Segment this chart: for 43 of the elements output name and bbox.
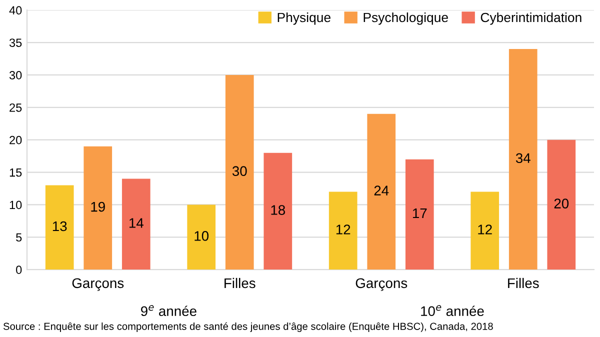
text: 9$^{e}$ année [141,305,196,316]
data-label: 12 [336,224,350,234]
bar [367,114,396,270]
bar [187,204,216,270]
bar [45,185,74,270]
legend-label: Psychologique [364,12,448,25]
bar [328,192,358,270]
y-tick-label: 0 [16,266,22,274]
data-label: 19 [91,202,105,212]
data-label: 20 [554,198,569,208]
bar [405,159,434,270]
source-note: Source : Enquête sur les comportements de santé des jeunes d’âge scolaire (Enquête HBSC), Canada, 2018 [3,322,493,332]
legend-label: Cyberintimidation [480,12,582,25]
data-label: 34 [516,153,530,164]
data-label: 24 [374,186,389,196]
bar [84,146,112,270]
x-tick-label: Garçons [356,278,408,291]
x-tick-label: Garçons [72,278,124,291]
data-label: 30 [232,166,247,176]
y-tick-label: 20 [10,136,22,144]
legend-label: Physique [278,12,330,25]
data-label: 18 [271,205,286,215]
x-tick-label: Filles [224,278,256,288]
bar [122,178,150,270]
text: 10$^{e}$ année [421,305,484,316]
bar [547,140,576,270]
bar [508,49,538,270]
bar [225,74,254,270]
data-label: 12 [478,224,492,234]
x-tick-label: Filles [508,278,539,288]
y-tick-label: 15 [10,168,22,177]
y-tick-label: 10 [10,200,22,210]
y-tick-label: 25 [10,103,22,112]
y-tick-label: 30 [9,71,22,80]
bar [470,192,500,270]
y-tick-label: 5 [16,233,22,242]
bar [264,152,292,270]
y-tick-label: 35 [9,38,22,47]
data-label: 14 [129,218,144,228]
y-tick-label: 40 [9,6,22,15]
data-label: 10 [194,231,209,241]
data-label: 13 [52,221,67,232]
data-label: 17 [412,208,427,218]
